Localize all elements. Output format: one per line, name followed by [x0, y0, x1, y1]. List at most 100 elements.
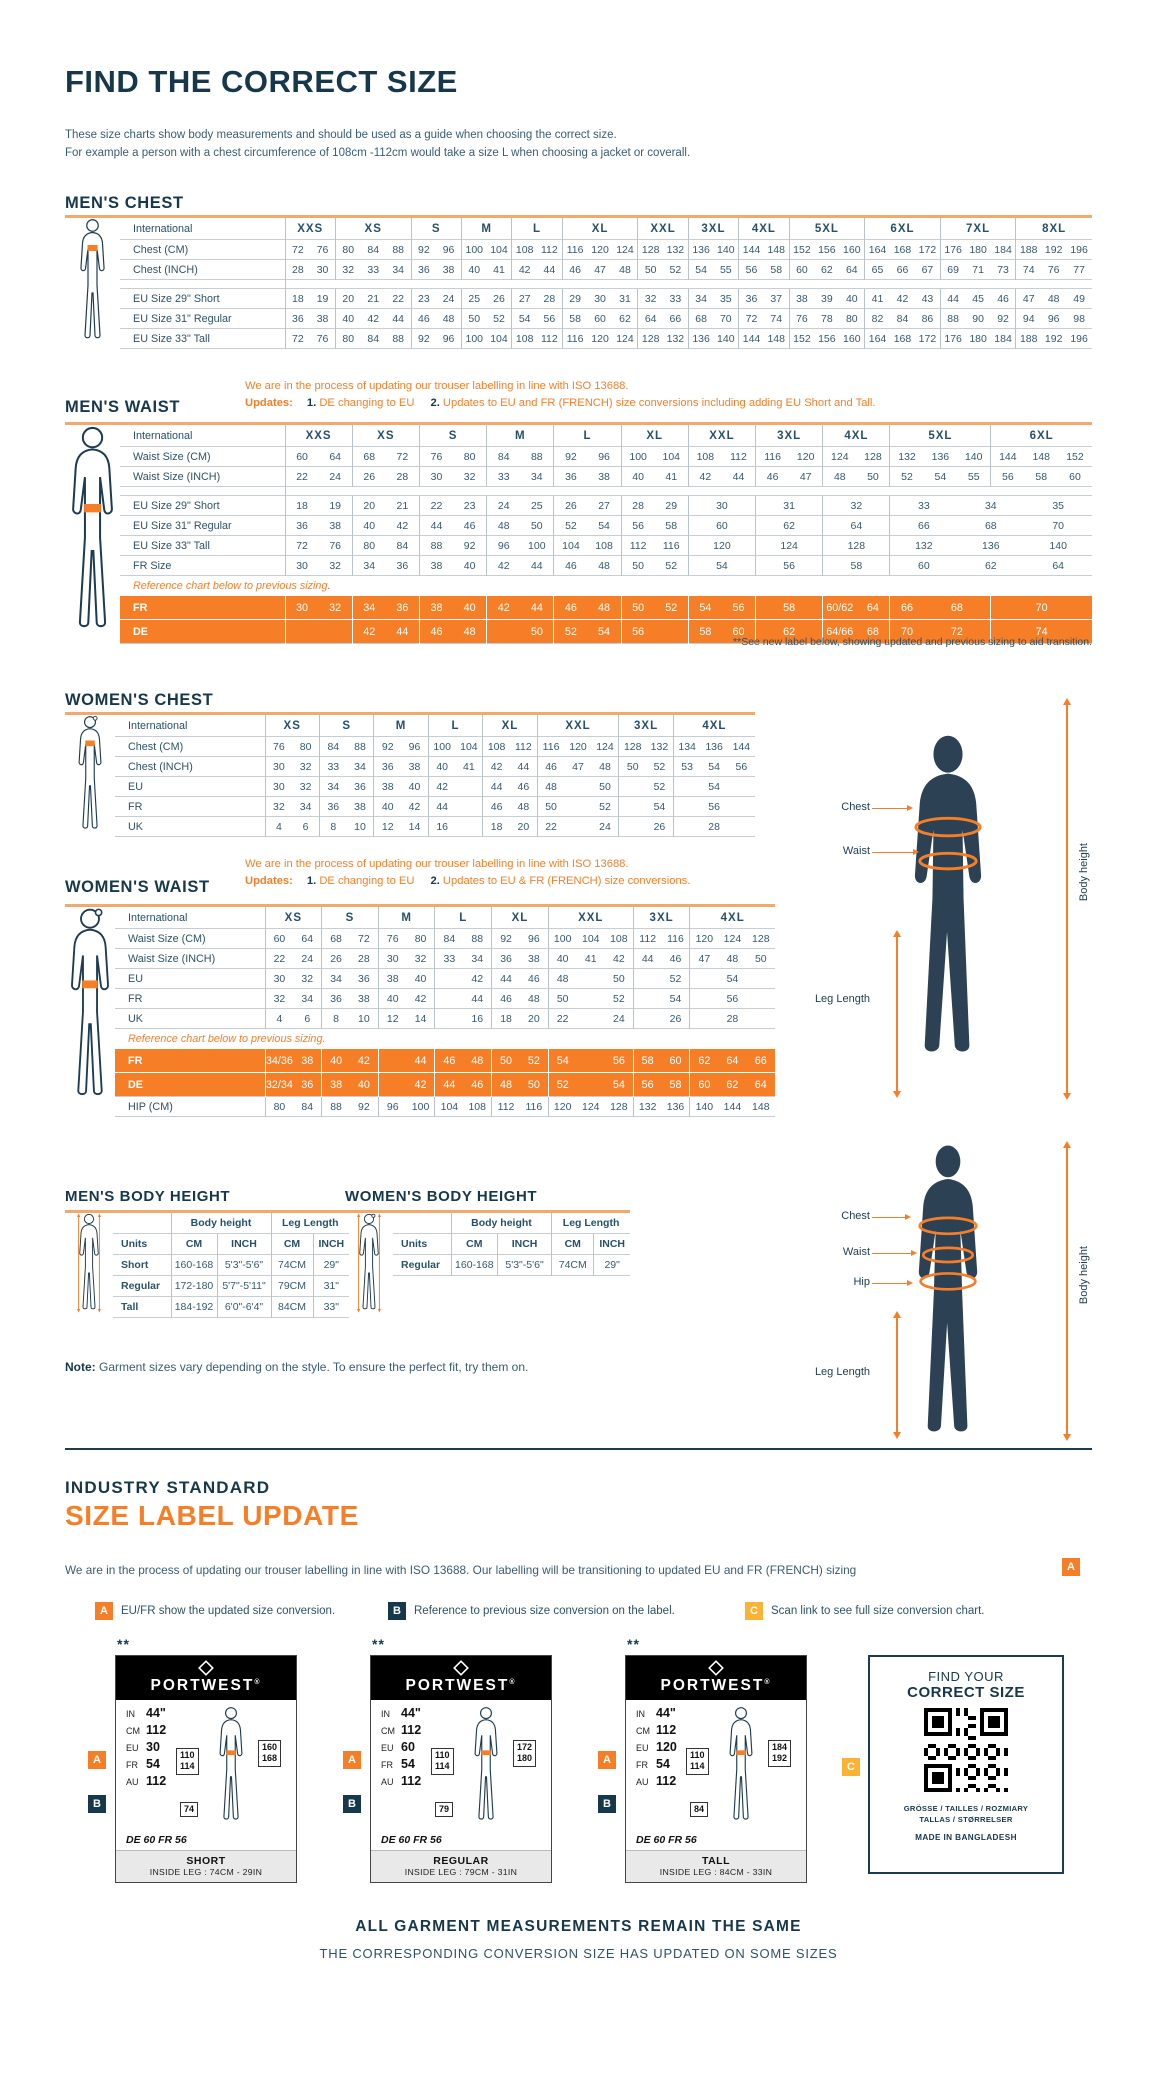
- badge-a: A: [598, 1751, 616, 1769]
- body-height-label: Body height: [1078, 1246, 1090, 1305]
- figure-sketch-icon: [463, 1706, 509, 1824]
- figure-sketch-icon: [718, 1706, 764, 1824]
- size-label-card: ** A B PORTWEST® IN 44" CM 112 EU 30 FR 54 AU 112…: [88, 1636, 297, 1883]
- diamond-icon: [453, 1660, 469, 1676]
- bh-group-row: Body height Leg Length: [393, 1213, 630, 1234]
- womens-body-height-table: Body height Leg Length Units CM INCH CM INCH Re…: [393, 1213, 630, 1313]
- stars-mark: **: [627, 1636, 640, 1652]
- table-row: DE 32/34 36 38 40 42 44 46 48 50 52 54 56 58 60 62 64: [115, 1072, 775, 1097]
- waist-range-box: 110 114: [431, 1748, 454, 1775]
- size-table: International XXS XS S M L XL XXL 3XL 4XL 5XL 6XL 7X…: [120, 218, 1092, 349]
- size-value-row: AU 112: [381, 1774, 422, 1788]
- size-header-row: International XS S M L XL XXL 3XL 4XL: [115, 907, 775, 929]
- female-height-figure-icon: [345, 1213, 393, 1313]
- brand-name: PORTWEST®: [150, 1677, 262, 1694]
- body-height-table: Body height Leg Length Units CM INCH CM INCH Re…: [393, 1213, 630, 1276]
- table-row: Chest (CM) 76 80 84 88 92 96 100 104 108 112 116 120…: [115, 736, 755, 757]
- womens-waist-heading: WOMEN'S WAIST: [65, 878, 210, 896]
- size-value-row: CM 112: [636, 1723, 677, 1737]
- female-silhouette: [918, 1145, 978, 1432]
- hip-arrow: [872, 1279, 913, 1286]
- reference-note-row: Reference chart below to previous sizing…: [120, 575, 1092, 596]
- table-row: Waist Size (INCH) 22 24 26 28 30 32 33 34 36 38 40 4…: [120, 466, 1092, 487]
- leg-length-label: Leg Length: [814, 993, 870, 1005]
- badge-b: B: [388, 1602, 406, 1620]
- badge-b: B: [598, 1795, 616, 1813]
- table-row: Chest (CM) 72 76 80 84 88 92 96 100 104 108 112 116 1…: [120, 239, 1092, 260]
- mens-chest-heading: MEN'S CHEST: [65, 194, 184, 212]
- size-values: IN 44" CM 112 EU 30 FR 54 AU 112: [116, 1700, 296, 1791]
- table-row: EU Size 33" Tall 72 76 80 84 88 92 96 100 104 108 1…: [120, 328, 1092, 349]
- leg-box: 74: [180, 1802, 199, 1818]
- label-body: IN 44" CM 112 EU 30 FR 54 AU 112 110 114 160 168 74…: [116, 1700, 296, 1850]
- size-value-row: AU 112: [636, 1774, 677, 1788]
- size-value-row: FR 54: [381, 1757, 415, 1771]
- previous-size-text: DE 60 FR 56: [381, 1834, 442, 1846]
- label-update-intro: We are in the process of updating our tr…: [65, 1563, 857, 1577]
- badge-c: C: [842, 1758, 860, 1776]
- womens-chest-table-block: International XS S M L XL XXL 3XL 4XL Chest (CM) 7…: [65, 712, 755, 837]
- bh-sub-row: Units CM INCH CM INCH: [393, 1233, 630, 1255]
- size-table: International XS S M L XL XXL 3XL 4XL Chest (CM) 7…: [115, 715, 755, 837]
- portwest-logo: PORTWEST®: [116, 1656, 296, 1700]
- figure-sketch-icon: [208, 1706, 254, 1824]
- table-row: EU Size 29" Short 18 19 20 21 22 23 24 25 26 27 28 2…: [120, 288, 1092, 309]
- mens-body-height-heading: MEN'S BODY HEIGHT: [65, 1188, 231, 1205]
- table-row: Chest (INCH) 28 30 32 33 34 36 38 40 41 42 44 46 47 48…: [120, 259, 1092, 280]
- qr-languages: GRÖSSE / TAILLES / ROZMIARY TALLAS / STØ…: [903, 1804, 1029, 1825]
- table-row: FR Size 30 32 34 36 38 40 42 44 46 48 50 52 54 56 58 60 6…: [120, 555, 1092, 576]
- footer-line-1: ALL GARMENT MEASUREMENTS REMAIN THE SAME: [355, 1918, 802, 1935]
- size-values: IN 44" CM 112 EU 60 FR 54 AU 112: [371, 1700, 551, 1791]
- chest-label: Chest: [841, 801, 870, 813]
- size-table: International XS S M L XL XXL 3XL 4XL Waist Size …: [115, 907, 775, 1117]
- qr-card: FIND YOUR CORRECT SIZE GRÖSSE / TAILLES …: [868, 1655, 1064, 1874]
- mens-chest-table: International XXS XS S M L XL XXL 3XL 4XL 5XL 6XL 7X…: [120, 218, 1092, 349]
- female-measurement-figure: Chest Waist Hip Leg Length Body height: [810, 1138, 1105, 1448]
- mens-body-height-table: Body height Leg Length Units CM INCH CM INCH Sh…: [113, 1213, 350, 1318]
- gap-row: [120, 486, 1092, 496]
- male-chest-figure-icon: [65, 218, 120, 343]
- diamond-icon: [708, 1660, 724, 1676]
- hip-label: Hip: [853, 1276, 870, 1288]
- badge-a: A: [95, 1602, 113, 1620]
- size-value-row: EU 30: [126, 1740, 160, 1754]
- waist-label: Waist: [842, 1246, 870, 1258]
- brand-name: PORTWEST®: [660, 1677, 772, 1694]
- mens-body-height-block: Body height Leg Length Units CM INCH CM INCH Sh…: [65, 1210, 350, 1318]
- female-waist-figure-icon: [65, 907, 115, 1112]
- waist-label: Waist: [842, 845, 870, 857]
- body-height-arrow: [1063, 698, 1071, 1100]
- bh-data-row: Short 160-168 5'3"-5'6" 74CM 29": [113, 1254, 350, 1276]
- transition-note: **See new label below, showing updated a…: [733, 636, 1092, 648]
- badge-b: B: [88, 1795, 106, 1813]
- female-chest-figure-icon: [65, 715, 115, 833]
- male-height-figure-icon: [65, 1213, 113, 1313]
- table-row: Chest (INCH) 30 32 33 34 36 38 40 41 42 44 46 47 48 50…: [115, 756, 755, 777]
- size-value-row: IN 44": [126, 1706, 166, 1720]
- intro-line-1: These size charts show body measurements…: [65, 129, 617, 141]
- height-range-box: 184 192: [768, 1740, 792, 1767]
- womens-waist-update-note: We are in the process of updating our tr…: [245, 856, 865, 890]
- badge-a: A: [343, 1751, 361, 1769]
- size-header-row: International XXS XS S M L XL XXL 3XL 4XL 5XL 6XL 7X…: [120, 218, 1092, 240]
- stars-mark: **: [117, 1636, 130, 1652]
- iso-note: We are in the process of updating our tr…: [245, 380, 629, 392]
- iso-note: We are in the process of updating our tr…: [245, 858, 629, 870]
- badge-b: B: [343, 1795, 361, 1813]
- legend-a-text: EU/FR show the updated size conversion.: [121, 1605, 336, 1617]
- fit-name: TALL: [701, 1855, 731, 1867]
- badge-a: A: [1062, 1558, 1080, 1576]
- label-footer: SHORT INSIDE LEG : 74CM - 29IN: [116, 1850, 296, 1882]
- label-footer: TALL INSIDE LEG : 84CM - 33IN: [626, 1850, 806, 1882]
- table-row: EU Size 29" Short 18 19 20 21 22 23 24 25 26 27 28 2…: [120, 495, 1092, 516]
- industry-standard-kicker: INDUSTRY STANDARD: [65, 1478, 271, 1497]
- bh-data-row: Tall 184-192 6'0"-6'4" 84CM 33": [113, 1296, 350, 1318]
- portwest-logo: PORTWEST®: [371, 1656, 551, 1700]
- mens-chest-table-block: International XXS XS S M L XL XXL 3XL 4XL 5XL 6XL 7X…: [65, 215, 1092, 349]
- bh-sub-row: Units CM INCH CM INCH: [113, 1233, 350, 1255]
- size-header-row: International XXS XS S M L XL XXL 3XL 4XL 5XL 6XL: [120, 425, 1092, 447]
- legend-c: C Scan link to see full size conversion …: [745, 1602, 985, 1620]
- size-value-row: CM 112: [381, 1723, 422, 1737]
- height-range-box: 172 180: [513, 1740, 537, 1767]
